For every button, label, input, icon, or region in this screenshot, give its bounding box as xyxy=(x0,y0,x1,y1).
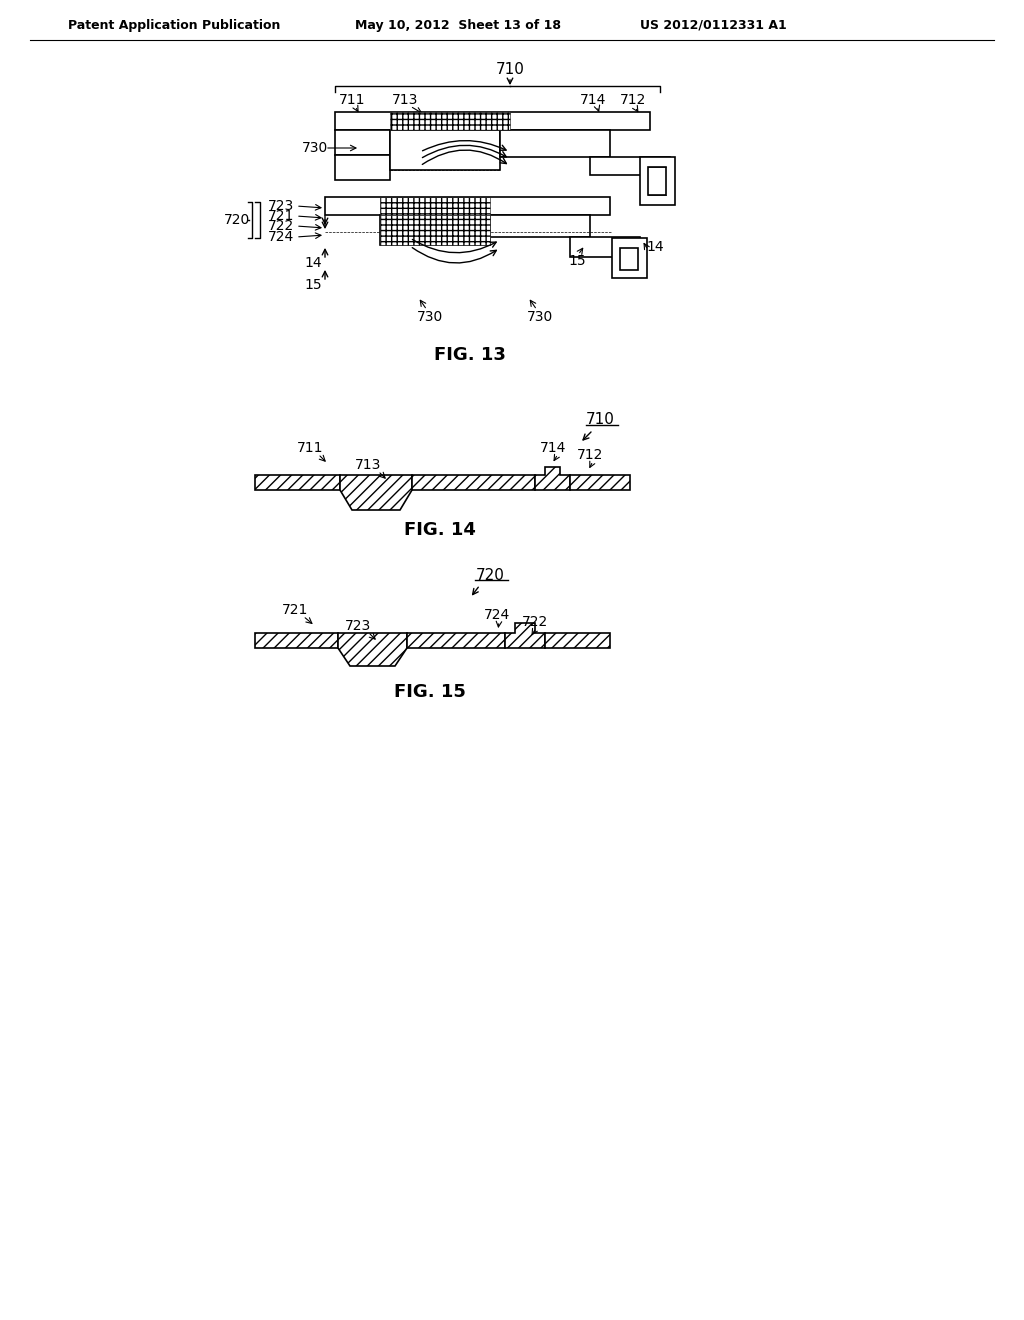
Bar xyxy=(390,129,500,170)
Bar xyxy=(390,112,510,129)
Text: 712: 712 xyxy=(577,447,603,462)
Bar xyxy=(380,197,490,215)
Text: May 10, 2012  Sheet 13 of 18: May 10, 2012 Sheet 13 of 18 xyxy=(355,18,561,32)
Polygon shape xyxy=(535,467,570,490)
Text: 15: 15 xyxy=(304,279,322,292)
Text: FIG. 15: FIG. 15 xyxy=(394,682,466,701)
Polygon shape xyxy=(412,475,535,490)
Bar xyxy=(380,215,490,246)
Bar xyxy=(590,157,670,176)
Polygon shape xyxy=(570,475,630,490)
Text: 714: 714 xyxy=(540,441,566,455)
Text: 14: 14 xyxy=(646,240,664,253)
Polygon shape xyxy=(407,634,505,648)
Text: 722: 722 xyxy=(268,219,294,234)
Text: 721: 721 xyxy=(282,603,308,616)
Bar xyxy=(335,129,390,154)
Text: US 2012/0112331 A1: US 2012/0112331 A1 xyxy=(640,18,786,32)
Bar xyxy=(335,154,390,180)
Polygon shape xyxy=(338,634,407,667)
Polygon shape xyxy=(255,634,338,648)
Bar xyxy=(620,248,638,271)
Text: 720: 720 xyxy=(224,213,250,227)
Bar xyxy=(325,197,610,215)
Bar xyxy=(612,238,647,279)
Text: 15: 15 xyxy=(568,253,586,268)
Bar xyxy=(490,215,590,238)
Text: FIG. 13: FIG. 13 xyxy=(434,346,506,364)
Polygon shape xyxy=(545,634,610,648)
Polygon shape xyxy=(340,475,412,510)
Text: 713: 713 xyxy=(354,458,381,473)
Text: 710: 710 xyxy=(586,412,614,428)
Text: 713: 713 xyxy=(392,92,418,107)
Text: 730: 730 xyxy=(302,141,328,154)
Text: 711: 711 xyxy=(339,92,366,107)
Text: 730: 730 xyxy=(527,310,553,323)
Text: 714: 714 xyxy=(580,92,606,107)
Polygon shape xyxy=(255,475,340,490)
Bar xyxy=(640,157,675,205)
Text: 14: 14 xyxy=(304,256,322,271)
Text: 711: 711 xyxy=(297,441,324,455)
Text: 724: 724 xyxy=(268,230,294,244)
Bar xyxy=(570,238,640,257)
Text: 721: 721 xyxy=(268,209,294,223)
Text: FIG. 14: FIG. 14 xyxy=(404,521,476,539)
Text: 730: 730 xyxy=(417,310,443,323)
Text: 710: 710 xyxy=(496,62,524,78)
Bar xyxy=(335,112,650,129)
Polygon shape xyxy=(505,623,545,648)
Text: 720: 720 xyxy=(475,568,505,582)
Text: 722: 722 xyxy=(522,615,548,630)
Text: 723: 723 xyxy=(345,619,371,634)
Text: 712: 712 xyxy=(620,92,646,107)
Bar xyxy=(380,215,490,246)
Bar xyxy=(500,129,610,157)
Text: 724: 724 xyxy=(484,609,510,622)
Bar xyxy=(648,168,666,195)
Text: 723: 723 xyxy=(268,199,294,213)
Text: Patent Application Publication: Patent Application Publication xyxy=(68,18,281,32)
